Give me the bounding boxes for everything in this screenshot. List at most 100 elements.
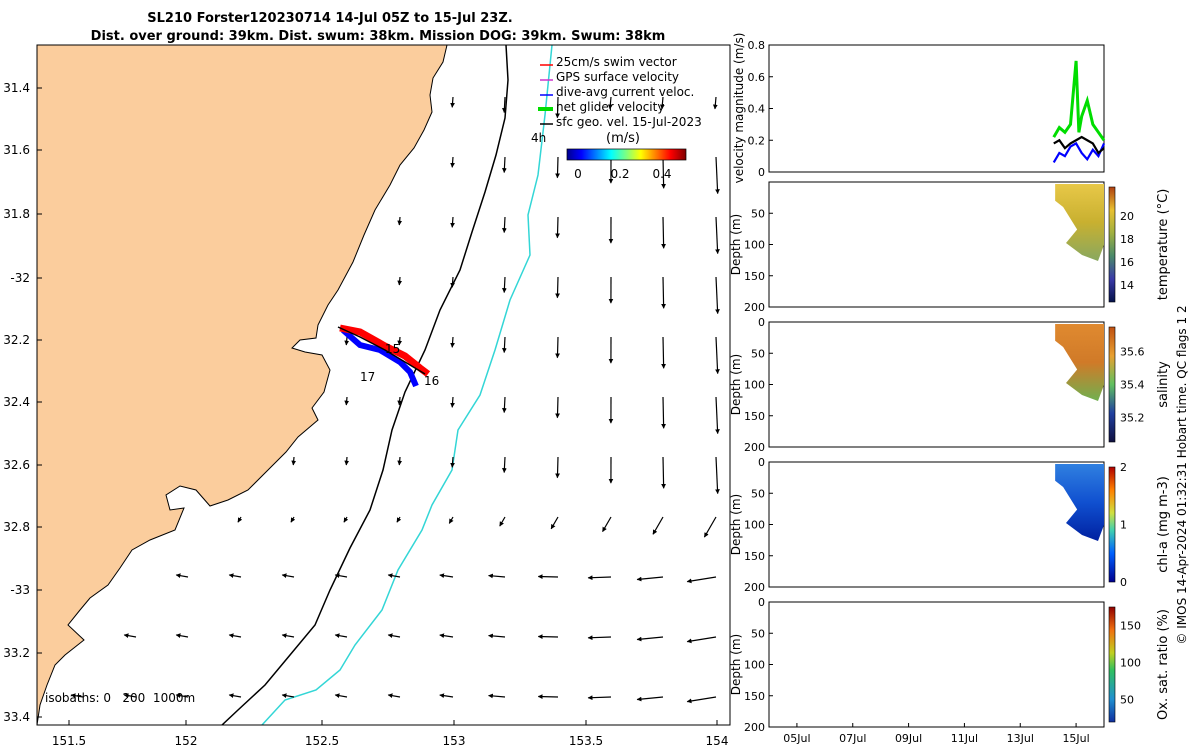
- isobaths-note: isobaths: 0 200 1000m: [45, 691, 195, 705]
- depth-tick-label: 150: [744, 270, 765, 283]
- depth-tick-label: 200: [744, 581, 765, 594]
- profile-colorbar: [1108, 186, 1116, 303]
- velocity-series-line: [1052, 141, 1106, 164]
- current-vector: [537, 694, 559, 700]
- current-vectors: [70, 96, 720, 704]
- current-vector: [387, 693, 401, 699]
- current-vector: [502, 276, 507, 293]
- current-vector: [550, 516, 559, 530]
- current-vector: [661, 396, 666, 429]
- current-vector: [686, 636, 717, 644]
- depth-tick-label: 0: [758, 316, 765, 329]
- profile-frame: [768, 601, 1105, 728]
- current-vector: [636, 576, 664, 582]
- map-xtick-label: 153.5: [569, 734, 603, 748]
- current-vector: [439, 633, 454, 639]
- current-vector: [555, 276, 560, 299]
- depth-tick-label: 50: [751, 347, 765, 360]
- track-label-17: 17: [360, 370, 375, 384]
- map-ytick-label: 32.4: [3, 395, 30, 409]
- velocity-ytick-label: 0.8: [748, 39, 766, 52]
- colorbar-tick-label: 35.6: [1120, 346, 1145, 359]
- map-y-ticks: 31.4 31.6 31.8 -32 32.2 32.4 32.6 32.8 -33 33.2 33…: [3, 81, 42, 724]
- date-tick-label: 05Jul: [783, 732, 810, 745]
- velocity-series-line: [1052, 60, 1106, 142]
- colorbar-tick-label: 35.2: [1120, 411, 1145, 424]
- legend-scale-label: 4h: [531, 131, 546, 145]
- land: [37, 45, 448, 725]
- depth-tick-label: 100: [744, 379, 765, 392]
- current-vector: [555, 396, 560, 419]
- current-vector: [712, 96, 718, 110]
- map-ytick-label: 33.2: [3, 646, 30, 660]
- current-vector: [636, 636, 664, 642]
- depth-ylabel: Depth (m): [729, 214, 743, 275]
- colorbar-title: (m/s): [606, 131, 640, 146]
- dive-avg-current-track: [341, 327, 419, 388]
- profile-frame: [768, 461, 1105, 588]
- current-vector: [175, 573, 189, 579]
- depth-ylabel: Depth (m): [729, 494, 743, 555]
- colorbar-label: chl-a (mg m-3): [1156, 476, 1171, 573]
- colorbar-label: Ox. sat. ratio (%): [1156, 609, 1171, 720]
- current-vector: [228, 633, 242, 639]
- current-vector: [587, 695, 612, 701]
- depth-tick-label: 0: [758, 456, 765, 469]
- current-vector: [450, 456, 455, 468]
- profile-panel: 0 50 100 150 200 Depth (m) 35.2 35.4 35.6 salinit…: [729, 316, 1171, 454]
- current-vector: [488, 633, 506, 639]
- isobath-1000m: [261, 45, 553, 725]
- current-vector: [715, 276, 720, 315]
- current-vector: [397, 396, 403, 406]
- colorbar-tick-label: 35.4: [1120, 379, 1145, 392]
- current-vector: [555, 96, 560, 119]
- map-ytick-label: 33.4: [3, 710, 30, 724]
- current-vector: [661, 336, 666, 369]
- velocity-series: [1052, 60, 1106, 164]
- depth-tick-label: 50: [751, 627, 765, 640]
- current-vector: [228, 573, 242, 579]
- current-vector: [387, 633, 401, 639]
- current-vector: [290, 516, 296, 523]
- profile-frame: [768, 181, 1105, 308]
- colorbar-tick-2: 0.4: [652, 167, 671, 181]
- current-vector: [715, 456, 720, 495]
- map-xtick-label: 153: [443, 734, 466, 748]
- current-vector: [123, 633, 137, 639]
- track-label-16: 16: [424, 374, 439, 388]
- legend-dive-avg-label: dive-avg current veloc.: [556, 85, 694, 99]
- depth-tick-label: 200: [744, 441, 765, 454]
- current-vector: [502, 396, 507, 413]
- current-vector: [488, 573, 506, 579]
- profile-panel: 0 50 100 150 200 Depth (m) 0 1 2 chl-a (mg m-3): [729, 456, 1171, 594]
- velocity-y-ticks: 0 0.2 0.4 0.6 0.8: [748, 39, 773, 179]
- current-vector: [123, 693, 137, 699]
- current-vector: [397, 276, 403, 286]
- map-panel: 15 17 16 31.4 31.6 31.8 -32 32.2 32.4 32.6 32.8…: [3, 44, 731, 748]
- current-vector: [237, 516, 243, 523]
- current-vector: [715, 156, 720, 195]
- colorbar-label: salinity: [1156, 361, 1171, 408]
- current-vector: [397, 456, 403, 466]
- current-vector: [661, 216, 666, 249]
- current-vector: [537, 574, 559, 580]
- current-vector: [686, 696, 717, 704]
- depth-tick-label: 150: [744, 690, 765, 703]
- date-tick-label: 15Jul: [1062, 732, 1089, 745]
- legend-swim-vector-label: 25cm/s swim vector: [556, 55, 677, 69]
- colorbar-tick-label: 150: [1120, 620, 1141, 633]
- current-vector: [661, 156, 666, 189]
- profile-frame: [768, 321, 1105, 448]
- velocity-ytick-label: 0.2: [748, 134, 766, 147]
- velocity-ytick-label: 0: [758, 166, 765, 179]
- profile-colorbar: [1108, 606, 1116, 723]
- current-vector: [281, 573, 295, 579]
- current-vector: [607, 96, 613, 110]
- map-ytick-label: 32.6: [3, 458, 30, 472]
- velocity-ytick-label: 0.6: [748, 71, 766, 84]
- colorbar-tick-label: 100: [1120, 657, 1141, 670]
- glider-track: [337, 324, 431, 388]
- map-ytick-label: 31.4: [3, 81, 30, 95]
